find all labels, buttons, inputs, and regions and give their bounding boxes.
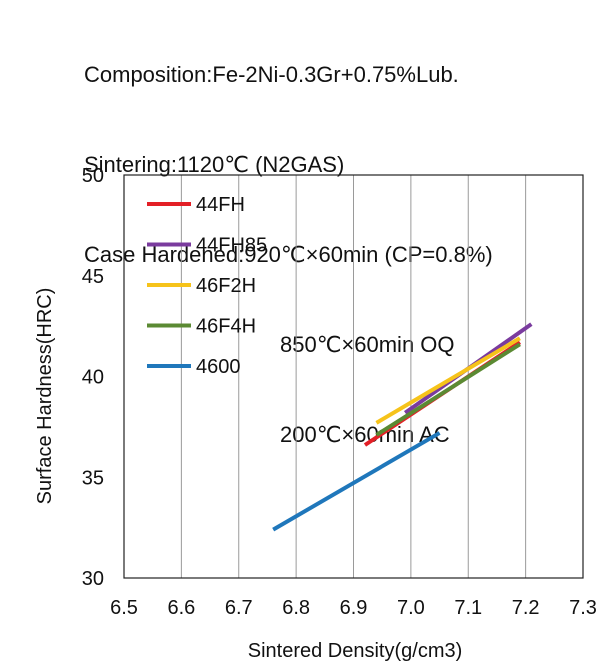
- x-tick-label: 7.3: [569, 597, 597, 619]
- y-tick-label: 35: [82, 467, 104, 489]
- legend-label-46f2h: 46F2H: [196, 275, 256, 297]
- grid-lines: [180, 175, 527, 578]
- x-tick-label: 6.5: [110, 597, 138, 619]
- x-tick-label: 7.1: [454, 597, 482, 619]
- x-tick-label: 6.7: [225, 597, 253, 619]
- x-tick-label: 6.6: [167, 597, 195, 619]
- y-tick-label: 30: [82, 568, 104, 590]
- y-tick-labels: 30 35 40 45 50: [82, 165, 104, 590]
- legend-label-4600: 4600: [196, 356, 241, 378]
- y-tick-label: 45: [82, 266, 104, 288]
- x-tick-label: 7.2: [512, 597, 540, 619]
- x-tick-label: 7.0: [397, 597, 425, 619]
- y-tick-label: 50: [82, 165, 104, 187]
- quench-text: 850℃×60min OQ: [280, 332, 455, 357]
- series-lines: [272, 322, 533, 532]
- x-tick-label: 6.8: [282, 597, 310, 619]
- plot-frame: [123, 174, 584, 579]
- legend: 44FH 44FH85 46F2H 46F4H 4600: [147, 194, 267, 378]
- sintering-text: Sintering:1120℃ (N2GAS): [84, 152, 345, 177]
- composition-text: Composition:Fe-2Ni-0.3Gr+0.75%Lub.: [84, 62, 459, 87]
- legend-label-44fh: 44FH: [196, 194, 245, 216]
- series-line-4600: [272, 431, 441, 532]
- legend-label-44fh85: 44FH85: [196, 235, 267, 257]
- series-line-46f2h: [375, 336, 521, 425]
- legend-label-46f4h: 46F4H: [196, 316, 256, 338]
- x-axis-label: Sintered Density(g/cm3): [248, 640, 463, 662]
- x-tick-label: 6.9: [340, 597, 368, 619]
- y-tick-label: 40: [82, 367, 104, 389]
- y-axis-label: Surface Hardness(HRC): [34, 288, 56, 505]
- series-line-46f4h: [375, 342, 521, 437]
- x-tick-labels: 6.5 6.6 6.7 6.8 6.9 7.0 7.1 7.2 7.3: [110, 597, 597, 619]
